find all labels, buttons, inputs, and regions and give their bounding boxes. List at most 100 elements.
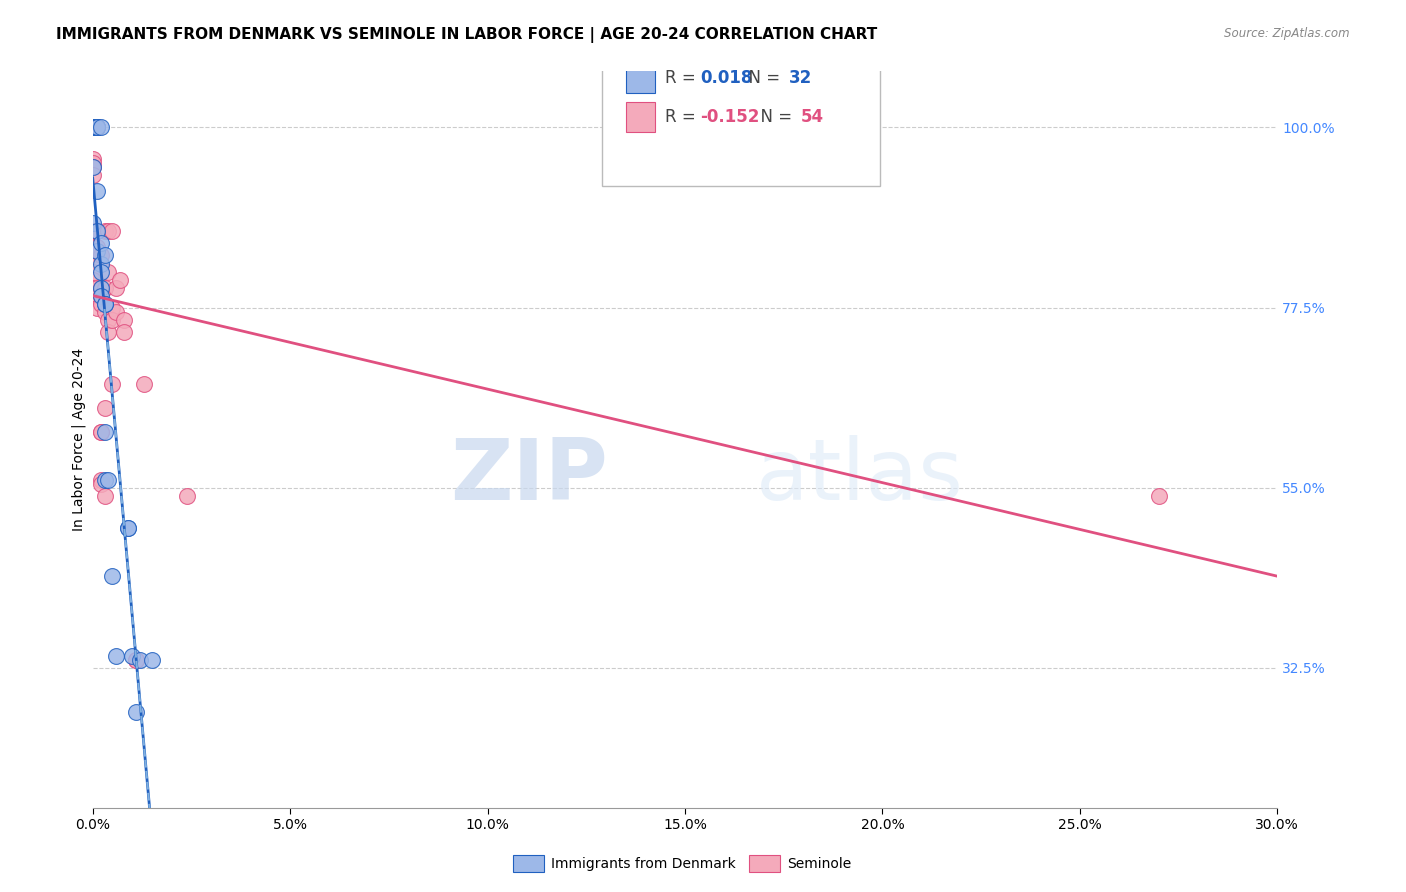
Text: ZIP: ZIP bbox=[450, 435, 607, 518]
Point bbox=[90, 256, 112, 270]
Point bbox=[90, 425, 112, 439]
Point bbox=[93, 296, 115, 310]
Point bbox=[101, 376, 124, 391]
Point bbox=[82, 169, 104, 183]
Point bbox=[82, 225, 104, 239]
Bar bbox=[626, 102, 655, 133]
Point bbox=[82, 264, 104, 278]
Point bbox=[93, 225, 115, 239]
Point bbox=[86, 280, 108, 294]
Point bbox=[125, 653, 148, 667]
Point bbox=[86, 288, 108, 302]
Text: R =: R = bbox=[665, 69, 700, 87]
Text: 54: 54 bbox=[801, 108, 824, 126]
Point bbox=[86, 120, 108, 135]
Point bbox=[82, 161, 104, 175]
Point bbox=[97, 312, 120, 326]
Point bbox=[93, 489, 115, 503]
Y-axis label: In Labor Force | Age 20-24: In Labor Force | Age 20-24 bbox=[72, 348, 86, 532]
Point bbox=[86, 120, 108, 135]
Point bbox=[117, 521, 139, 535]
Point bbox=[82, 248, 104, 262]
Point bbox=[86, 225, 108, 239]
Text: 32: 32 bbox=[789, 69, 813, 87]
Text: Immigrants from Denmark: Immigrants from Denmark bbox=[551, 857, 735, 871]
Point bbox=[101, 301, 124, 315]
Point bbox=[82, 161, 104, 175]
Point bbox=[82, 153, 104, 167]
Point bbox=[125, 653, 148, 667]
Bar bbox=[626, 62, 655, 94]
FancyBboxPatch shape bbox=[602, 42, 880, 186]
Text: Seminole: Seminole bbox=[787, 857, 852, 871]
Point bbox=[176, 489, 198, 503]
Point bbox=[97, 473, 120, 487]
Text: 0.018: 0.018 bbox=[700, 69, 752, 87]
Point bbox=[90, 280, 112, 294]
Text: IMMIGRANTS FROM DENMARK VS SEMINOLE IN LABOR FORCE | AGE 20-24 CORRELATION CHART: IMMIGRANTS FROM DENMARK VS SEMINOLE IN L… bbox=[56, 27, 877, 43]
Point bbox=[117, 521, 139, 535]
Point bbox=[86, 120, 108, 135]
Point bbox=[82, 288, 104, 302]
Point bbox=[82, 272, 104, 286]
Point bbox=[105, 280, 128, 294]
Point bbox=[110, 272, 132, 286]
Point bbox=[86, 301, 108, 315]
Point bbox=[125, 705, 148, 719]
Text: N =: N = bbox=[738, 69, 786, 87]
Point bbox=[93, 401, 115, 415]
Point bbox=[101, 312, 124, 326]
Point bbox=[97, 325, 120, 339]
Point bbox=[82, 120, 104, 135]
Point bbox=[90, 120, 112, 135]
Point bbox=[90, 288, 112, 302]
Point bbox=[112, 325, 135, 339]
Point bbox=[1147, 489, 1170, 503]
Point bbox=[90, 473, 112, 487]
Point bbox=[97, 264, 120, 278]
Text: -0.152: -0.152 bbox=[700, 108, 759, 126]
Point bbox=[82, 217, 104, 231]
Point bbox=[90, 425, 112, 439]
Point bbox=[86, 244, 108, 259]
Point bbox=[90, 296, 112, 310]
Point bbox=[105, 648, 128, 663]
Point bbox=[86, 185, 108, 199]
Text: Source: ZipAtlas.com: Source: ZipAtlas.com bbox=[1225, 27, 1350, 40]
Point bbox=[90, 280, 112, 294]
Point bbox=[93, 425, 115, 439]
Point bbox=[90, 476, 112, 491]
Point bbox=[121, 648, 143, 663]
Point bbox=[112, 312, 135, 326]
Point bbox=[86, 244, 108, 259]
Point bbox=[82, 240, 104, 254]
Point bbox=[82, 156, 104, 170]
Point bbox=[101, 568, 124, 582]
Point bbox=[132, 376, 155, 391]
Point bbox=[82, 120, 104, 135]
Point bbox=[93, 280, 115, 294]
Point bbox=[105, 304, 128, 318]
Point bbox=[86, 120, 108, 135]
Point bbox=[101, 225, 124, 239]
Point bbox=[86, 240, 108, 254]
Point bbox=[93, 248, 115, 262]
Point bbox=[93, 304, 115, 318]
Point bbox=[93, 473, 115, 487]
Point bbox=[86, 225, 108, 239]
Point bbox=[86, 120, 108, 135]
Text: atlas: atlas bbox=[756, 435, 965, 518]
Text: R =: R = bbox=[665, 108, 700, 126]
Text: N =: N = bbox=[751, 108, 797, 126]
Point bbox=[82, 120, 104, 135]
Point bbox=[86, 120, 108, 135]
Point bbox=[82, 120, 104, 135]
Point bbox=[90, 236, 112, 251]
Point bbox=[82, 280, 104, 294]
Point bbox=[90, 288, 112, 302]
Point bbox=[97, 225, 120, 239]
Point bbox=[86, 120, 108, 135]
Point bbox=[90, 264, 112, 278]
Point bbox=[82, 252, 104, 267]
Point bbox=[129, 653, 152, 667]
